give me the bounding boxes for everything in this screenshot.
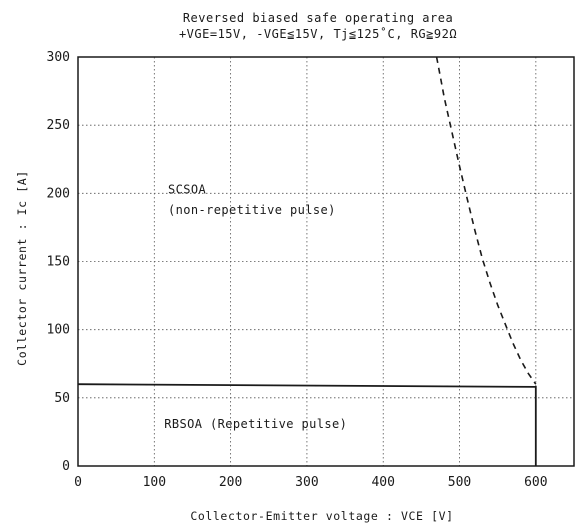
y-axis-label: Collector current : Ic [A] bbox=[15, 170, 29, 366]
y-tick-label: 250 bbox=[47, 118, 70, 133]
x-tick-label: 200 bbox=[219, 475, 242, 490]
chart-subtitle: +VGE=15V, -VGE≦15V, Tj≦125˚C, RG≧92Ω bbox=[179, 26, 457, 41]
data-series bbox=[77, 56, 537, 466]
y-tick-label: 100 bbox=[47, 323, 70, 338]
scsoa-boundary-line bbox=[435, 56, 537, 385]
x-axis-label: Collector-Emitter voltage : VCE [V] bbox=[190, 509, 453, 523]
annotation-label: RBSOA (Repetitive pulse) bbox=[164, 417, 347, 431]
grid-lines bbox=[78, 57, 574, 466]
annotations: SCSOA (non-repetitive pulse) RBSOA (Repeti… bbox=[164, 182, 347, 430]
x-tick-label: 100 bbox=[143, 475, 166, 490]
x-tick-label: 300 bbox=[295, 475, 318, 490]
y-tick-label: 0 bbox=[62, 459, 70, 474]
tick-labels: 0 100 200 300 400 500 600 0 50 100 150 200 250 300 bbox=[47, 50, 548, 490]
plot-frame bbox=[77, 56, 575, 467]
x-tick-label: 600 bbox=[524, 475, 547, 490]
x-tick-label: 500 bbox=[448, 475, 471, 490]
x-tick-label: 0 bbox=[74, 475, 82, 490]
chart-titles: Reversed biased safe operating area +VGE… bbox=[179, 11, 457, 41]
x-tick-label: 400 bbox=[371, 475, 394, 490]
chart-title: Reversed biased safe operating area bbox=[183, 11, 453, 25]
annotation-label: SCSOA bbox=[168, 182, 206, 196]
y-tick-label: 50 bbox=[54, 391, 70, 406]
y-tick-label: 300 bbox=[47, 50, 70, 65]
annotation-label: (non-repetitive pulse) bbox=[168, 203, 336, 217]
rbsoa-boundary-line bbox=[77, 383, 537, 466]
y-tick-label: 200 bbox=[47, 186, 70, 201]
y-tick-label: 150 bbox=[47, 255, 70, 270]
